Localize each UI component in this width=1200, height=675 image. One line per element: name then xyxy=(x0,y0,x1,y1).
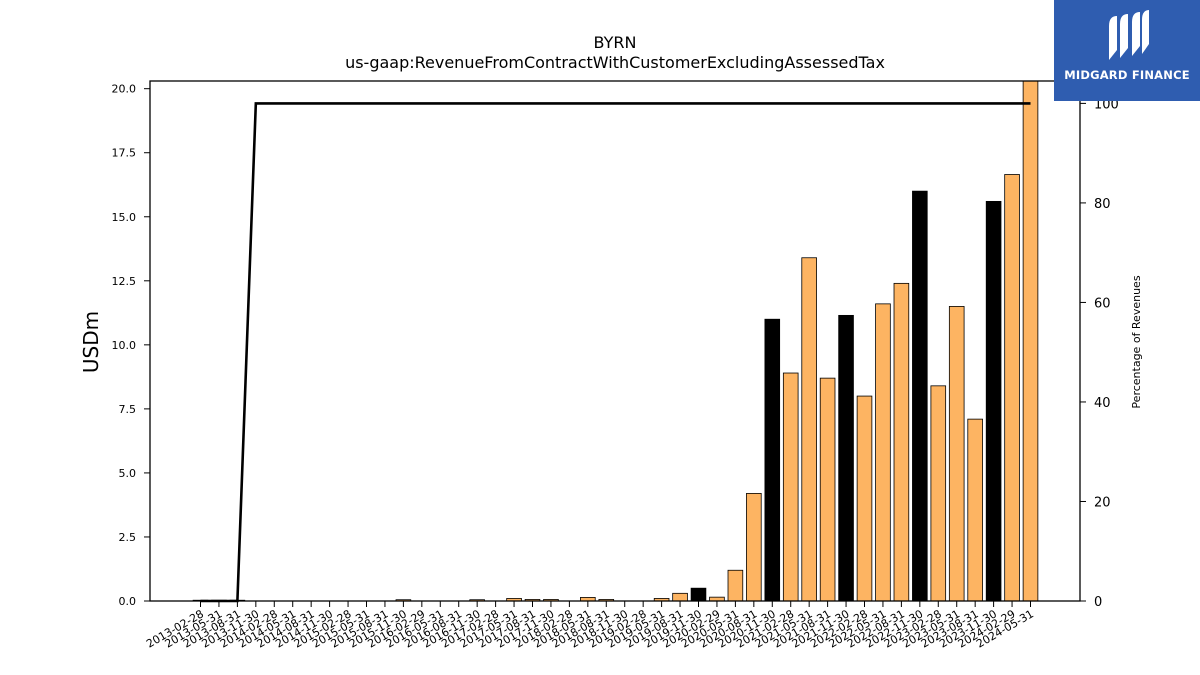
percentage-line-series xyxy=(200,102,1031,603)
y2-tick-label: 40 xyxy=(1094,396,1111,411)
bar xyxy=(819,377,836,602)
y2-tick-label: 20 xyxy=(1094,495,1111,510)
bar-series xyxy=(192,80,1039,602)
percentage-line xyxy=(200,102,1031,603)
midgard-logo-icon xyxy=(1109,10,1149,60)
bar xyxy=(893,282,910,602)
chart-title: BYRN xyxy=(594,33,637,52)
y-tick-label: 10.0 xyxy=(112,339,137,352)
y-tick-label: 12.5 xyxy=(112,275,137,288)
y-axis-label: USDm xyxy=(79,311,103,373)
y-axis-right: 0 20 40 60 80 100 xyxy=(1080,97,1119,610)
bar xyxy=(948,306,965,602)
bar xyxy=(801,257,817,602)
y2-tick-label: 60 xyxy=(1094,296,1111,311)
bar xyxy=(856,395,873,602)
plot-frame xyxy=(149,80,1081,602)
bar xyxy=(838,314,854,602)
y-tick-label: 2.5 xyxy=(119,531,137,544)
y-tick-label: 15.0 xyxy=(112,211,137,224)
bar xyxy=(912,190,928,602)
chart-subtitle: us-gaap:RevenueFromContractWithCustomerE… xyxy=(345,53,885,72)
y2-tick-label: 80 xyxy=(1094,197,1111,212)
bar xyxy=(764,318,781,602)
y-axis-left: 0.0 2.5 5.0 7.5 10.0 12.5 15.0 17.5 20.0 xyxy=(112,83,150,608)
logo-text: MIDGARD FINANCE xyxy=(1064,68,1190,82)
y-tick-label: 20.0 xyxy=(112,83,137,96)
y-tick-label: 5.0 xyxy=(119,467,137,480)
midgard-finance-logo: MIDGARD FINANCE xyxy=(1054,0,1200,101)
y2-tick-label: 100 xyxy=(1094,97,1119,112)
bar xyxy=(690,587,707,602)
bar xyxy=(985,200,1002,602)
bar xyxy=(930,385,947,602)
y2-axis-label: Percentage of Revenues xyxy=(1130,275,1143,408)
bar xyxy=(672,592,688,602)
bar xyxy=(782,372,799,602)
y-tick-label: 7.5 xyxy=(119,403,137,416)
x-axis: 2013-02-282013-05-312013-08-312013-11-30… xyxy=(144,601,1036,651)
bar xyxy=(967,418,983,602)
y-tick-label: 0.0 xyxy=(119,595,137,608)
bar xyxy=(1004,174,1020,602)
bar xyxy=(875,303,891,602)
y2-tick-label: 0 xyxy=(1094,595,1102,610)
bar xyxy=(727,569,744,602)
bar xyxy=(746,493,762,602)
bar xyxy=(1022,80,1039,602)
y-tick-label: 17.5 xyxy=(112,147,137,160)
